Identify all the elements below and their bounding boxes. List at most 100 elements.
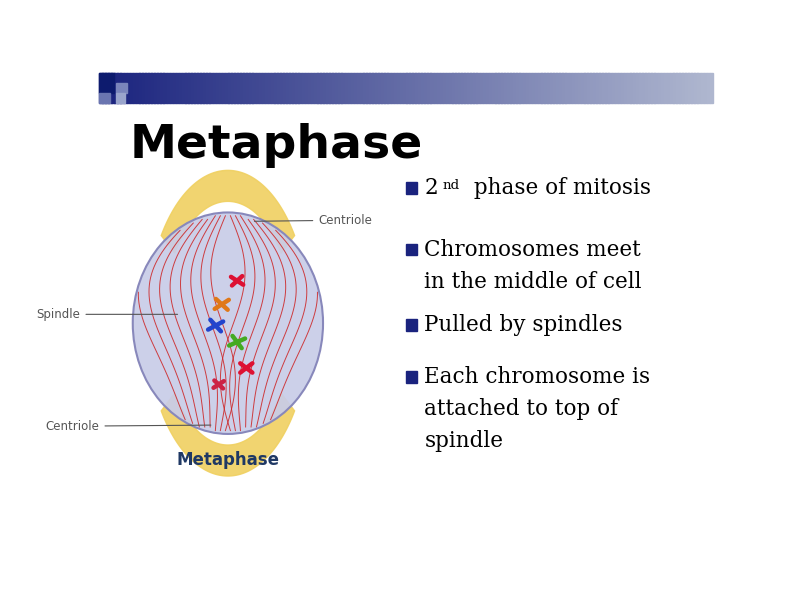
Bar xyxy=(261,73,265,103)
Bar xyxy=(510,73,514,103)
Bar xyxy=(363,73,367,103)
Bar xyxy=(657,73,661,103)
Bar xyxy=(375,73,379,103)
Bar xyxy=(529,73,532,103)
Bar xyxy=(351,73,354,103)
Bar xyxy=(556,73,560,103)
Bar xyxy=(492,73,496,103)
Bar xyxy=(436,73,440,103)
Polygon shape xyxy=(162,170,295,253)
Bar xyxy=(299,73,303,103)
Bar xyxy=(397,73,401,103)
Bar xyxy=(209,73,213,103)
Bar xyxy=(188,73,192,103)
Bar xyxy=(433,73,437,103)
Bar xyxy=(403,73,406,103)
Bar xyxy=(590,73,594,103)
Bar xyxy=(541,73,545,103)
Bar xyxy=(630,73,634,103)
Bar xyxy=(428,73,431,103)
Bar xyxy=(535,73,539,103)
Bar xyxy=(615,73,619,103)
Bar xyxy=(246,73,250,103)
Bar xyxy=(418,73,422,103)
Bar xyxy=(179,73,182,103)
Bar xyxy=(280,73,284,103)
Bar xyxy=(314,73,318,103)
Bar xyxy=(501,73,505,103)
Bar xyxy=(102,73,106,103)
Bar xyxy=(228,73,231,103)
Bar xyxy=(317,73,321,103)
Bar xyxy=(544,73,548,103)
Bar xyxy=(624,73,627,103)
Bar xyxy=(449,73,452,103)
Bar xyxy=(271,73,275,103)
Bar xyxy=(265,73,268,103)
Bar xyxy=(461,73,465,103)
Bar xyxy=(482,73,486,103)
Text: Chromosomes meet: Chromosomes meet xyxy=(425,239,641,261)
Bar xyxy=(596,73,600,103)
Bar xyxy=(329,73,333,103)
Text: attached to top of: attached to top of xyxy=(425,398,619,420)
Text: 2: 2 xyxy=(425,177,438,200)
Bar xyxy=(166,73,170,103)
Bar xyxy=(452,73,455,103)
Bar xyxy=(667,73,671,103)
Bar xyxy=(163,73,167,103)
Bar xyxy=(661,73,664,103)
Bar xyxy=(406,244,417,255)
Bar xyxy=(547,73,550,103)
Bar xyxy=(516,73,520,103)
Bar xyxy=(382,73,385,103)
Text: Metaphase: Metaphase xyxy=(130,123,423,168)
Bar xyxy=(685,73,689,103)
Bar xyxy=(219,73,223,103)
Bar xyxy=(489,73,493,103)
Bar xyxy=(639,73,643,103)
Bar xyxy=(356,73,360,103)
Bar xyxy=(698,73,701,103)
Bar xyxy=(464,73,468,103)
Bar xyxy=(372,73,376,103)
Bar xyxy=(550,73,554,103)
Bar xyxy=(277,73,280,103)
Bar xyxy=(286,73,290,103)
Bar xyxy=(99,93,110,103)
Bar xyxy=(701,73,704,103)
Bar xyxy=(688,73,692,103)
Bar xyxy=(158,73,161,103)
Bar xyxy=(526,73,529,103)
Bar xyxy=(176,73,180,103)
Bar xyxy=(390,73,394,103)
Bar xyxy=(553,73,557,103)
Bar xyxy=(446,73,450,103)
Bar xyxy=(124,73,128,103)
Ellipse shape xyxy=(133,212,323,434)
Text: Each chromosome is: Each chromosome is xyxy=(425,366,650,388)
Bar xyxy=(295,73,299,103)
Bar xyxy=(173,73,177,103)
Bar xyxy=(338,73,342,103)
Bar xyxy=(531,73,535,103)
Bar xyxy=(443,73,447,103)
Bar xyxy=(302,73,305,103)
Bar xyxy=(116,93,125,103)
Bar xyxy=(366,73,370,103)
Bar xyxy=(605,73,609,103)
Bar xyxy=(421,73,425,103)
Bar xyxy=(412,73,416,103)
Text: Metaphase: Metaphase xyxy=(177,451,280,469)
Bar xyxy=(169,73,173,103)
Bar xyxy=(136,73,139,103)
Bar xyxy=(120,73,124,103)
Bar xyxy=(664,73,668,103)
Bar xyxy=(142,73,146,103)
Bar xyxy=(99,73,114,93)
Bar xyxy=(148,73,152,103)
Bar xyxy=(477,73,480,103)
Bar xyxy=(581,73,584,103)
Bar xyxy=(116,83,128,93)
Bar xyxy=(320,73,324,103)
